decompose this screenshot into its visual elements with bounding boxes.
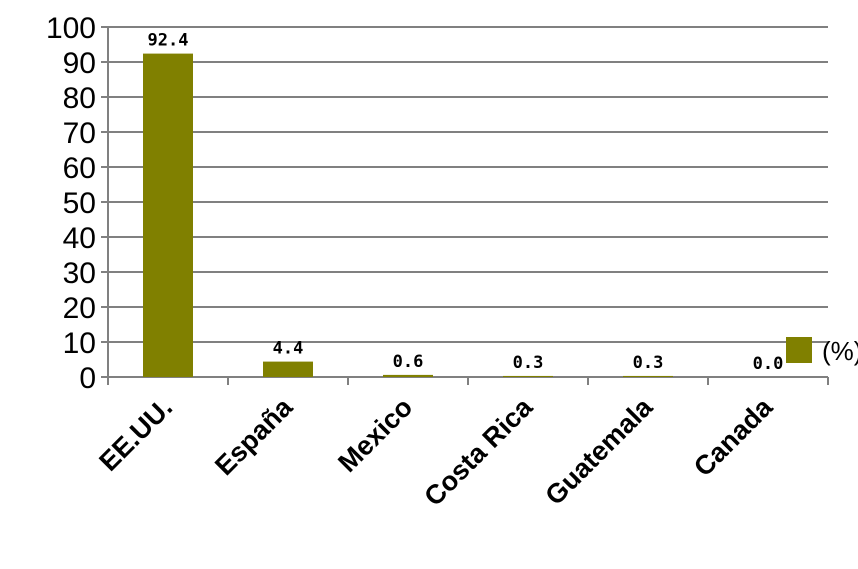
y-tick-label: 30 [63,257,96,290]
gridlines [108,26,828,343]
y-tick-label: 80 [63,82,96,115]
bar [623,375,673,377]
x-tick-label: España [209,391,299,481]
data-label: 92.4 [148,31,189,51]
x-tick-label: Costa Rica [418,391,539,512]
bar [503,375,553,377]
data-label: 0.6 [393,352,424,372]
y-tick-label: 90 [63,47,96,80]
y-tick-label: 50 [63,187,96,220]
x-axis: EE.UU. España Mexico Costa Rica Guatemala Can… [93,376,829,512]
data-label: 0.3 [513,353,544,373]
y-tick-label: 100 [46,12,96,45]
bar [383,374,433,377]
y-tick-label: 70 [63,117,96,150]
x-tick-label: Canada [688,391,779,482]
legend-swatch [786,337,812,363]
data-label: 0.3 [633,353,664,373]
y-tick-label: 10 [63,327,96,360]
legend: (%) [786,336,858,366]
x-tick-label: Mexico [332,392,418,478]
data-label: 0.0 [753,354,784,374]
y-tick-label: 40 [63,222,96,255]
legend-label: (%) [822,336,858,366]
x-tick-label: EE.UU. [93,392,178,477]
y-tick-label: 0 [79,362,96,395]
y-tick-label: 60 [63,152,96,185]
bar [263,361,313,377]
data-label: 4.4 [273,339,304,359]
x-tick-label: Guatemala [539,391,659,511]
bar [143,53,193,377]
bar-series [143,53,673,377]
data-labels: 92.4 4.4 0.6 0.3 0.3 0.0 [148,31,784,374]
y-tick-label: 20 [63,292,96,325]
